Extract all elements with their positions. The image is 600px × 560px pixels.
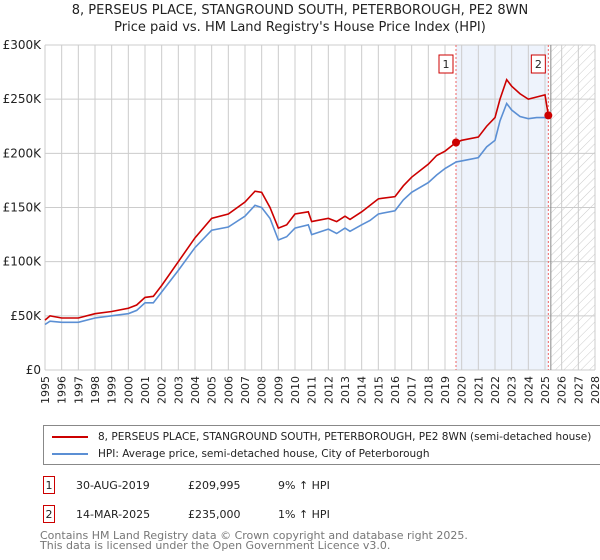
x-tick-label: 2015	[372, 376, 385, 404]
x-tick-label: 2025	[539, 376, 552, 404]
x-tick-label: 2010	[289, 376, 302, 404]
x-tick-label: 2016	[389, 376, 402, 404]
y-tick-label: £0	[26, 363, 41, 377]
x-tick-label: 2008	[256, 376, 269, 404]
x-tick-label: 2022	[489, 376, 502, 404]
x-tick-label: 2027	[572, 376, 585, 404]
x-tick-label: 1998	[89, 376, 102, 404]
x-tick-label: 2005	[206, 376, 219, 404]
sale-marker-box	[530, 54, 546, 74]
sale-badge: 1	[43, 476, 55, 494]
property-price-line	[44, 77, 550, 321]
sale-price: £235,000	[188, 508, 241, 521]
sale-date: 30-AUG-2019	[76, 479, 150, 492]
sale-marker-box	[438, 54, 454, 74]
x-tick-label: 2004	[189, 376, 202, 404]
y-tick-label: £200K	[3, 146, 43, 160]
y-tick-label: £250K	[3, 92, 43, 106]
x-tick-label: 2002	[156, 376, 169, 404]
chart-subtitle: Price paid vs. HM Land Registry's House …	[114, 20, 486, 35]
x-tick-label: 2013	[339, 376, 352, 404]
red-line-swatch	[52, 436, 88, 438]
price-chart: 1995 1996 1997 1998 1999 2000 2001 2002 2003 2004…	[3, 38, 600, 404]
hpi-line	[44, 101, 549, 326]
y-tick-label: £300K	[3, 38, 43, 52]
x-tick-label: 2006	[222, 376, 235, 404]
x-tick-label: 2001	[139, 376, 152, 404]
sale-point	[452, 138, 460, 147]
x-tick-label: 2026	[556, 376, 569, 404]
x-tick-label: 2018	[422, 376, 435, 404]
x-tick-label: 2020	[456, 376, 469, 404]
x-tick-label: 2028	[589, 376, 600, 404]
x-tick-label: 2014	[356, 376, 369, 404]
x-tick-label: 2011	[306, 376, 319, 404]
y-tick-label: £100K	[3, 255, 43, 269]
sale-price: £209,995	[188, 479, 241, 492]
x-tick-label: 2024	[522, 376, 535, 404]
footer: Contains HM Land Registry data © Crown c…	[40, 529, 468, 552]
y-tick-label: £150K	[3, 201, 43, 215]
x-tick-label: 2012	[322, 376, 335, 404]
sale-marker-label: 2	[535, 58, 542, 71]
blue-line-swatch	[52, 453, 88, 455]
sale-badge: 2	[43, 505, 55, 523]
chart-title: 8, PERSEUS PLACE, STANGROUND SOUTH, PETE…	[71, 3, 529, 18]
footer-line: Contains HM Land Registry data © Crown c…	[40, 529, 468, 542]
sale-point	[544, 111, 553, 120]
legend-label: 8, PERSEUS PLACE, STANGROUND SOUTH, PETE…	[98, 431, 592, 443]
x-tick-label: 2000	[122, 376, 135, 404]
x-tick-label: 2007	[239, 376, 252, 404]
y-tick-label: £50K	[10, 309, 42, 323]
x-tick-label: 2003	[172, 376, 185, 404]
x-tick-label: 1996	[56, 376, 69, 404]
x-tick-label: 2023	[506, 376, 519, 404]
legend-label: HPI: Average price, semi-detached house,…	[98, 448, 430, 460]
sale-date: 14-MAR-2025	[76, 508, 151, 521]
sale-marker-label: 1	[443, 58, 450, 71]
footer-line: This data is licensed under the Open Gov…	[40, 539, 391, 552]
legend-item-hpi: HPI: Average price, semi-detached house,…	[44, 446, 430, 462]
sale-hpi: 1% ↑ HPI	[278, 508, 330, 521]
sale-hpi: 9% ↑ HPI	[278, 479, 330, 492]
x-tick-label: 1997	[72, 376, 85, 404]
legend: 8, PERSEUS PLACE, STANGROUND SOUTH, PETE…	[43, 425, 600, 465]
x-tick-label: 2017	[406, 376, 419, 404]
x-tick-label: 1995	[39, 376, 52, 404]
x-tick-label: 2019	[439, 376, 452, 404]
x-tick-label: 1999	[106, 376, 119, 404]
legend-item-property: 8, PERSEUS PLACE, STANGROUND SOUTH, PETE…	[44, 429, 591, 445]
x-tick-label: 2009	[272, 376, 285, 404]
x-tick-label: 2021	[472, 376, 485, 404]
